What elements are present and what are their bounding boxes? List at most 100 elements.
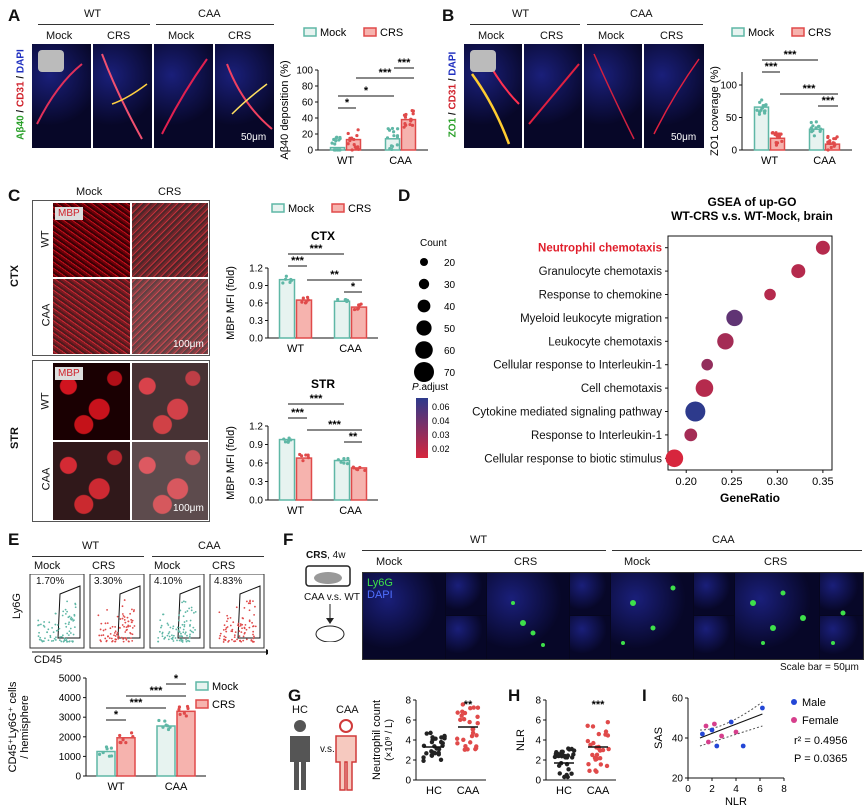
data-point: [305, 295, 310, 299]
flow-event: [47, 639, 50, 642]
y-axis-label: MBP MFI (fold): [225, 426, 237, 500]
data-point: [463, 743, 468, 749]
flow-event: [166, 622, 169, 625]
cond-label: Mock: [624, 556, 651, 568]
data-point: [700, 731, 705, 737]
data-point: [467, 719, 472, 725]
flow-event: [58, 639, 61, 642]
sig-label: ***: [765, 61, 779, 73]
flow-event: [189, 625, 191, 627]
flow-event: [111, 625, 114, 628]
legend-swatch-mock: [303, 27, 317, 37]
term-label: Cellular response to biotic stimulus: [484, 453, 662, 465]
flow-event: [249, 599, 251, 602]
term-label: Leukocyte chemotaxis: [548, 336, 662, 348]
data-point: [461, 717, 467, 722]
y-tick-label: 0: [535, 776, 541, 787]
flow-event: [253, 613, 255, 616]
flow-event: [180, 638, 183, 640]
flow-event: [123, 599, 126, 601]
panel-label-i: I: [642, 686, 647, 705]
data-point: [306, 298, 310, 302]
micrograph: [132, 279, 208, 354]
flow-event: [174, 637, 177, 639]
sig-label: ***: [328, 419, 342, 431]
flow-event: [70, 616, 73, 619]
data-point: [468, 706, 473, 711]
data-point: [107, 754, 112, 758]
y-tick-label: 60: [302, 98, 314, 109]
legend-label-female: Female: [802, 715, 839, 727]
data-point: [177, 705, 182, 709]
flow-event: [38, 623, 40, 626]
flow-plots: [29, 574, 268, 655]
sig-label: ***: [130, 697, 144, 709]
data-point: [475, 714, 480, 719]
sig-label: ***: [310, 243, 324, 255]
flow-event: [63, 637, 66, 640]
data-point: [288, 280, 292, 284]
micrograph: [132, 203, 208, 277]
flow-event: [167, 624, 170, 626]
flow-event: [66, 610, 68, 613]
group-label-wt: WT: [470, 534, 488, 546]
chart-g: 0 2 4 6 8 HC CAA ** Neutrophil count (×10⁹ / L): [371, 696, 486, 797]
stain-red: CD31: [15, 81, 27, 108]
x-tick-label: 4: [733, 784, 739, 795]
flow-event: [65, 639, 68, 642]
data-point: [410, 123, 415, 127]
data-point: [826, 148, 830, 152]
data-point: [474, 733, 479, 738]
flow-event: [178, 635, 181, 638]
data-point: [350, 148, 354, 152]
group-label-wt: WT: [82, 540, 100, 552]
micrograph: [644, 44, 704, 148]
flow-event: [192, 626, 195, 629]
stain-label-a: Aβ40 / CD31 / DAPI: [15, 49, 27, 140]
flow-event: [49, 634, 52, 637]
flow-event: [157, 636, 160, 639]
data-point: [396, 127, 400, 131]
flow-event: [226, 620, 228, 623]
x-tick-label: 0.25: [721, 476, 742, 488]
padj-tick-label: 0.02: [432, 444, 450, 454]
flow-event: [186, 634, 188, 637]
term-label: Granulocyte chemotaxis: [539, 266, 663, 278]
data-point: [184, 714, 188, 718]
data-point: [129, 731, 134, 735]
flow-event: [119, 618, 122, 620]
flow-y-label: Ly6G: [10, 593, 23, 619]
flow-event: [172, 627, 174, 630]
cond-label: CRS: [228, 30, 252, 42]
neutrophil-overlay: [511, 585, 846, 647]
flow-event: [66, 640, 69, 643]
sig-label: *: [345, 97, 350, 109]
flow-event: [226, 614, 229, 617]
chart-title: STR: [311, 377, 335, 391]
group-line: [362, 550, 606, 551]
y-tick-label: 40: [672, 734, 684, 745]
group-line: [470, 24, 580, 25]
flow-event: [44, 637, 46, 640]
flow-event: [102, 634, 105, 636]
flow-event: [234, 631, 237, 634]
term-label: Cytokine mediated signaling pathway: [472, 407, 662, 419]
flow-event: [247, 602, 250, 605]
y-tick-label: 0.3: [249, 477, 263, 488]
flow-event: [69, 627, 72, 630]
data-point: [557, 771, 562, 776]
data-point: [719, 733, 724, 739]
flow-event: [122, 614, 125, 617]
y-tick-label: 0: [307, 146, 313, 157]
flow-event: [159, 619, 162, 622]
panel-label-d: D: [398, 186, 411, 205]
flow-event: [38, 631, 40, 634]
data-point: [703, 723, 709, 729]
legend-swatch-crs: [791, 27, 805, 37]
data-point: [289, 277, 293, 282]
flow-event: [66, 600, 69, 603]
data-point: [402, 113, 407, 117]
scale-bar: 50μm: [241, 132, 267, 143]
data-point: [774, 141, 778, 145]
scale-bar: 100μm: [173, 503, 204, 514]
